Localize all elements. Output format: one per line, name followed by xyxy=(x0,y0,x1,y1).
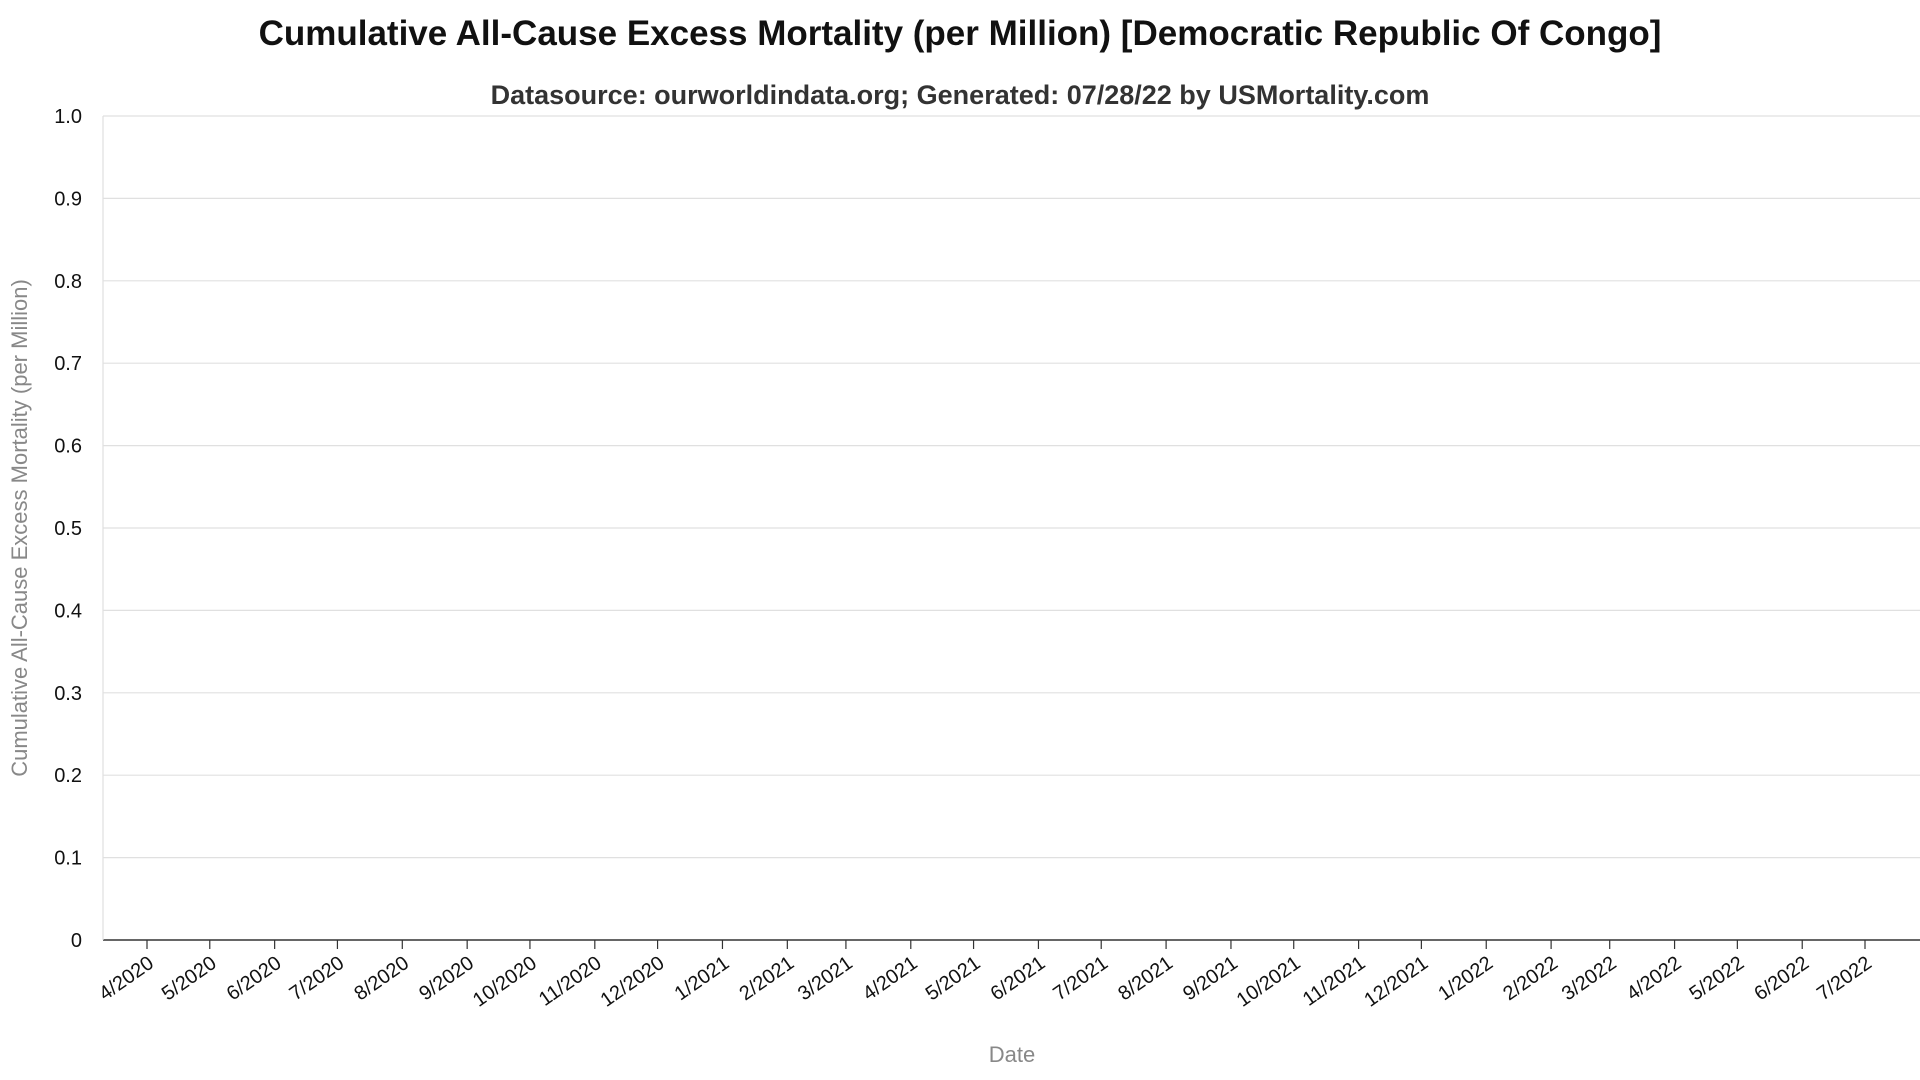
chart-subtitle: Datasource: ourworldindata.org; Generate… xyxy=(490,80,1430,110)
x-tick-label: 12/2021 xyxy=(1360,952,1432,1011)
gridlines xyxy=(103,115,1920,859)
y-tick-label: 0.7 xyxy=(54,353,82,375)
y-tick-label: 0.6 xyxy=(54,436,82,458)
x-tick-label: 2/2022 xyxy=(1499,952,1562,1005)
x-tick-label: 6/2022 xyxy=(1750,952,1813,1005)
x-tick-label: 1/2022 xyxy=(1434,952,1497,1005)
x-tick-label: 10/2020 xyxy=(469,952,541,1011)
y-axis: 0 0.1 0.2 0.3 0.4 0.5 0.6 0.7 0.8 0.9 1.0 xyxy=(54,106,82,952)
x-tick-label: 7/2021 xyxy=(1049,952,1112,1005)
x-tick-label: 11/2021 xyxy=(1299,952,1370,1011)
x-tick-label: 11/2020 xyxy=(535,952,606,1011)
x-tick-label: 9/2021 xyxy=(1179,952,1242,1005)
x-tick-label: 6/2020 xyxy=(223,952,286,1005)
y-axis-title: Cumulative All-Cause Excess Mortality (p… xyxy=(7,279,32,777)
x-tick-label: 7/2020 xyxy=(286,952,349,1005)
y-tick-label: 0.9 xyxy=(54,188,82,210)
x-tick-label: 9/2020 xyxy=(415,952,478,1005)
x-tick-label: 10/2021 xyxy=(1233,952,1305,1011)
x-tick-label: 8/2020 xyxy=(350,952,413,1005)
x-axis: 4/2020 5/2020 6/2020 7/2020 8/2020 9/202010/2… xyxy=(95,940,1876,1012)
x-tick-label: 4/2021 xyxy=(859,952,922,1005)
x-tick-label: 1/2021 xyxy=(671,952,734,1005)
x-tick-label: 12/2020 xyxy=(597,952,669,1011)
y-tick-label: 1.0 xyxy=(54,106,82,128)
y-tick-label: 0.2 xyxy=(54,765,82,787)
x-tick-label: 3/2021 xyxy=(794,952,857,1005)
x-tick-label: 4/2020 xyxy=(95,952,158,1005)
x-tick-label: 8/2021 xyxy=(1114,952,1177,1005)
x-tick-label: 4/2022 xyxy=(1623,952,1686,1005)
x-tick-label: 5/2021 xyxy=(922,952,985,1005)
y-tick-label: 0.3 xyxy=(54,683,82,705)
x-tick-label: 3/2022 xyxy=(1558,952,1621,1005)
y-tick-label: 0 xyxy=(71,930,82,952)
y-tick-label: 0.1 xyxy=(54,848,82,870)
x-tick-label: 5/2022 xyxy=(1685,952,1748,1005)
y-tick-label: 0.8 xyxy=(54,271,82,293)
x-axis-title: Date xyxy=(989,1042,1035,1067)
x-tick-label: 5/2020 xyxy=(158,952,221,1005)
x-tick-label: 2/2021 xyxy=(735,952,798,1005)
y-tick-label: 0.5 xyxy=(54,518,82,540)
x-tick-label: 7/2022 xyxy=(1813,952,1876,1005)
y-tick-label: 0.4 xyxy=(54,600,82,622)
chart-title: Cumulative All-Cause Excess Mortality (p… xyxy=(258,14,1662,53)
x-tick-label: 6/2021 xyxy=(987,952,1050,1005)
